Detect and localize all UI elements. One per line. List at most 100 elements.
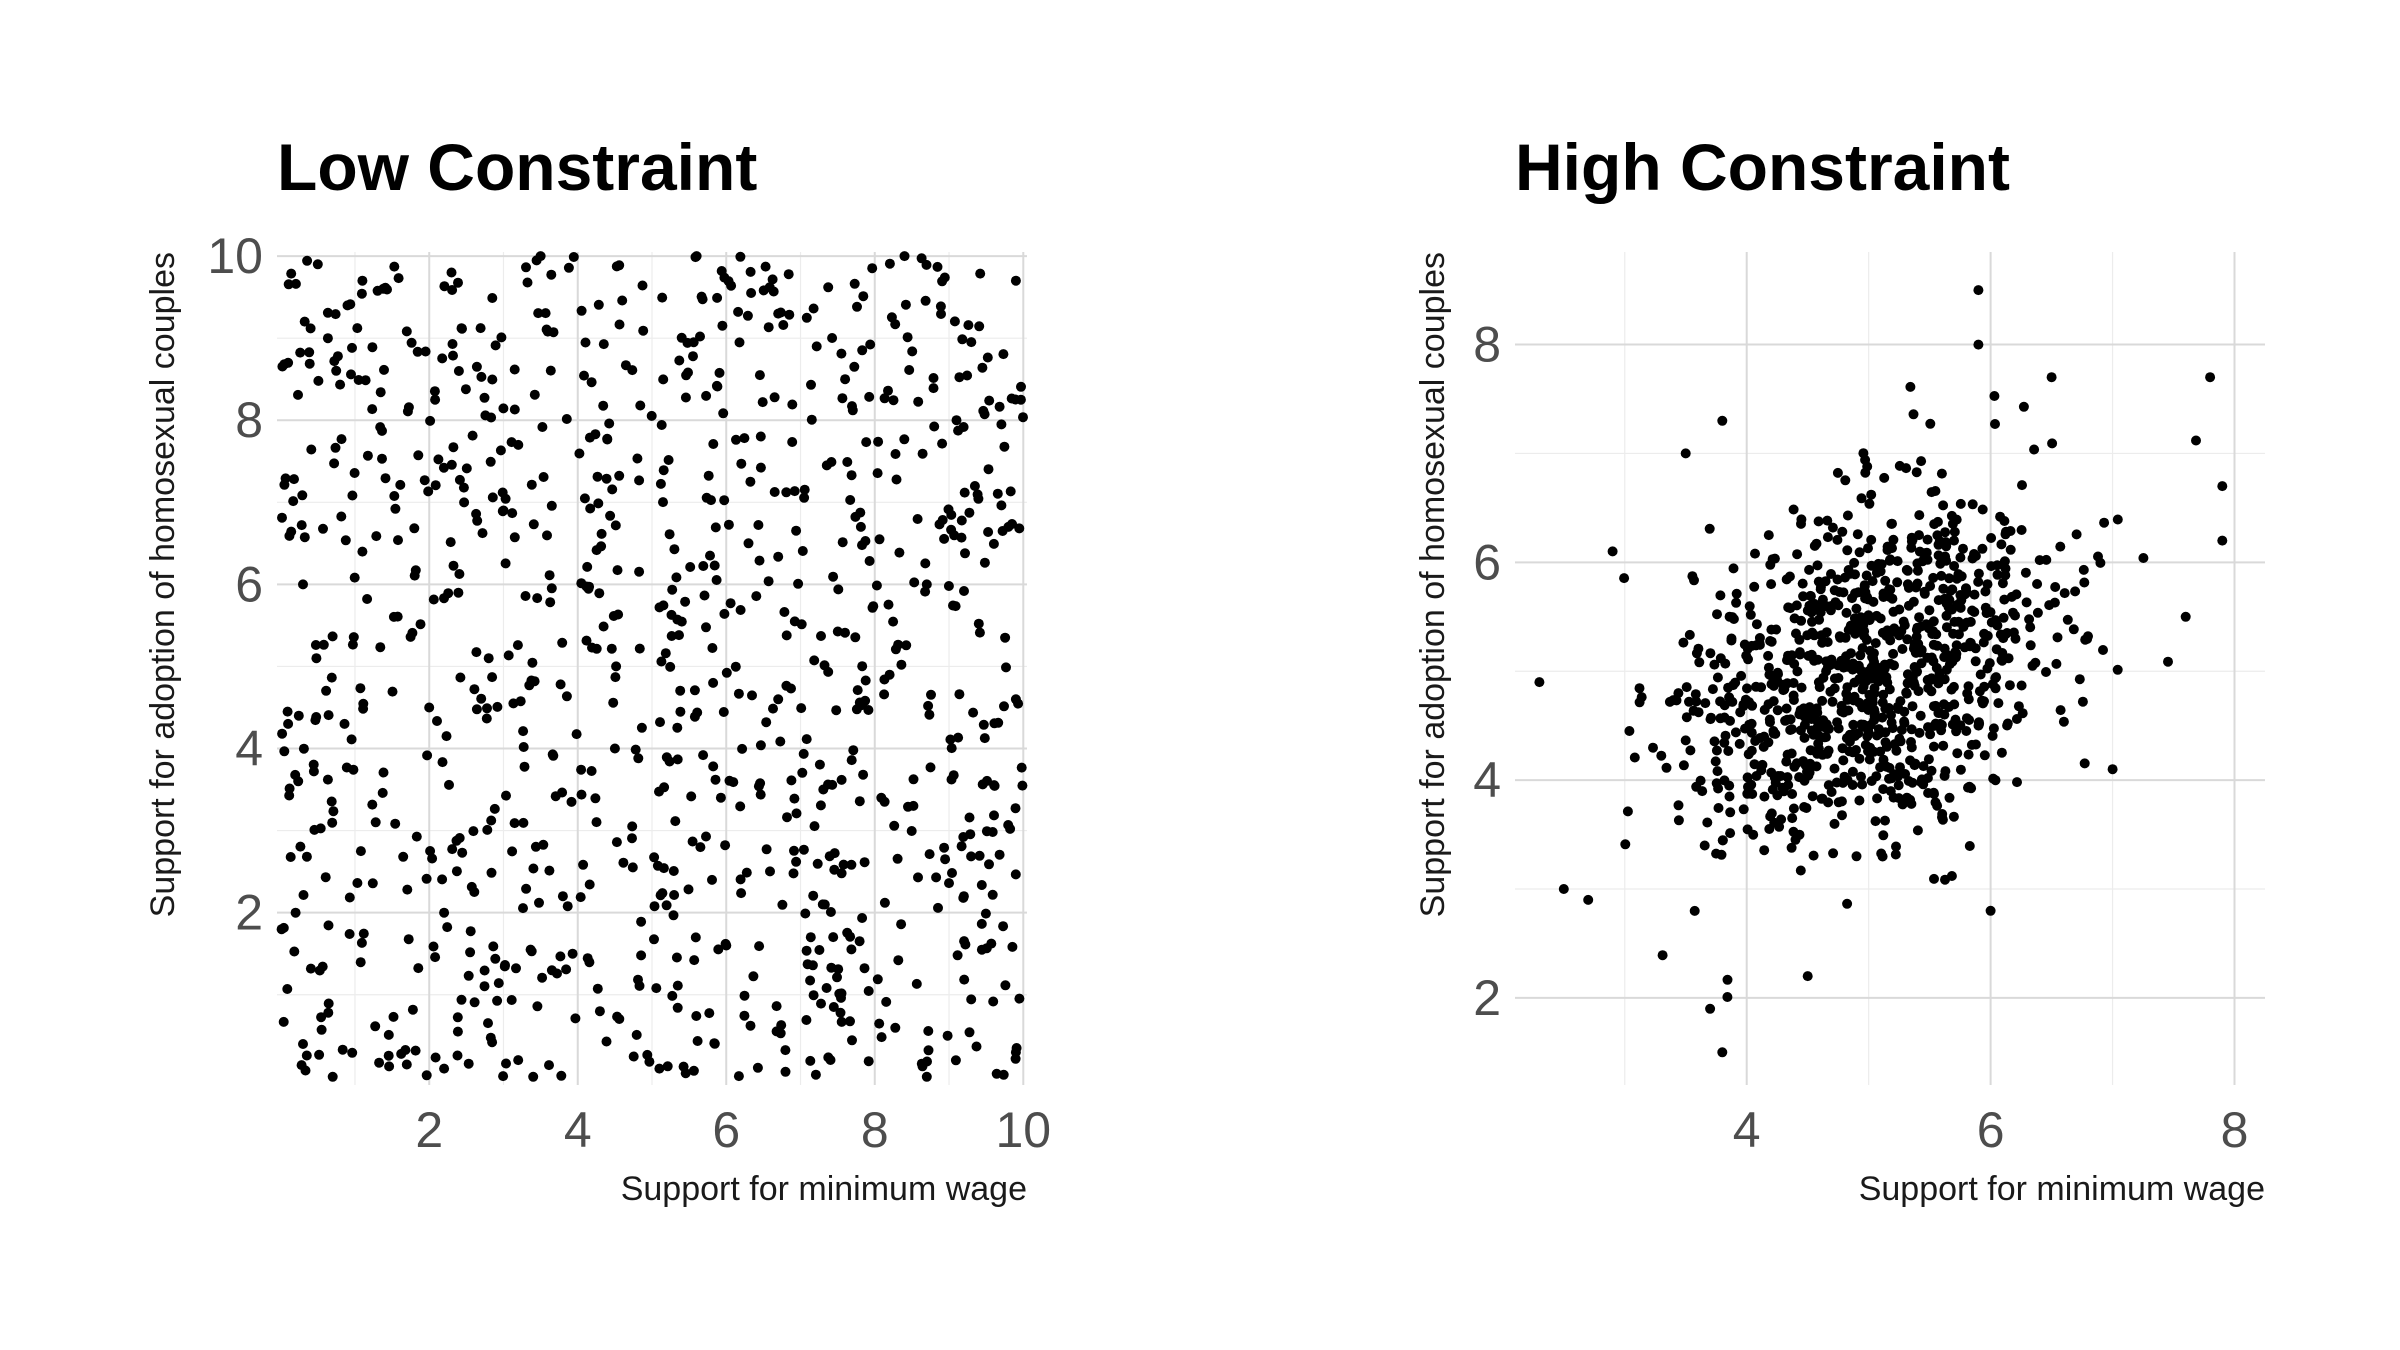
data-point [814,945,825,955]
data-point [302,255,313,266]
data-point [1899,706,1910,717]
data-point [1730,727,1741,738]
data-point [534,897,544,908]
data-point [1766,636,1777,647]
data-point [1705,648,1716,659]
data-point [452,1012,463,1023]
data-point [1997,578,2008,589]
data-point [1010,394,1021,405]
data-point [467,430,478,441]
data-point [2112,664,2123,675]
data-point [668,866,679,876]
data-point [1918,761,1929,772]
data-point [1792,549,1803,560]
data-point [520,591,531,601]
grid-low-constraint [277,252,1027,1085]
data-point [836,348,847,359]
data-point [989,780,1000,791]
data-point [735,251,746,262]
data-point [1832,574,1843,585]
data-point [690,932,701,943]
data-point [758,285,769,296]
data-point [1977,543,1988,554]
data-point [718,707,729,717]
data-point [326,672,337,683]
data-point [861,437,872,448]
data-point [607,484,618,495]
panel-low-constraint: 2 4 6 8 10 2 4 6 8 10 Low Constraint Support for… [144,130,1051,1208]
data-point [1984,658,1995,669]
panel-high-constraint: 4 6 8 2 4 6 8 High Constraint Support for min… [1414,130,2265,1208]
x-tick-label: 8 [2221,1102,2249,1158]
data-point [1791,600,1802,611]
data-point [630,744,641,755]
data-point [409,523,420,534]
data-point [801,945,812,956]
data-point [808,990,819,1001]
data-point [904,365,915,375]
data-point [2068,624,2079,635]
data-point [890,1022,901,1033]
data-point [378,767,389,778]
data-point [745,266,756,277]
data-point [410,1045,421,1056]
data-point [1766,808,1777,819]
data-point [634,980,645,991]
data-point [439,281,450,292]
data-point [488,941,499,952]
data-point [745,476,756,487]
data-point [546,965,557,976]
data-point [2112,514,2123,525]
data-point [951,415,962,426]
data-point [2005,544,2016,555]
data-point [1864,754,1875,765]
data-point [816,631,826,641]
data-point [879,897,890,908]
data-point [634,475,645,486]
data-point [672,980,683,991]
data-point [1817,749,1828,760]
data-point [298,890,309,900]
data-point [952,950,963,961]
data-point [367,404,378,415]
data-point [446,459,457,470]
data-point [636,916,647,927]
data-point [1014,993,1025,1004]
data-point [828,1002,839,1012]
data-point [1786,724,1797,735]
data-point [917,448,928,459]
data-point [1746,718,1757,729]
data-point [978,719,989,730]
data-point [1794,772,1805,783]
data-point [480,410,491,421]
data-point [937,438,948,449]
data-point [327,631,338,642]
data-point [1897,644,1908,654]
data-point [421,1070,432,1081]
data-point [921,1071,932,1082]
data-point [1016,381,1026,392]
data-point [2055,541,2066,552]
data-point [846,859,857,870]
data-point [715,792,726,803]
data-point [457,847,468,858]
data-point [546,269,557,280]
data-point [631,1029,642,1040]
data-point [447,285,458,295]
data-point [922,1056,932,1067]
data-point [669,890,680,900]
data-point [627,862,638,873]
data-point [1977,695,1987,706]
data-point [1958,543,1968,554]
data-point [390,503,401,514]
data-point [284,530,295,541]
data-point [591,545,602,556]
data-point [465,926,476,937]
data-point [1979,750,1990,761]
data-point [735,801,746,812]
data-point [299,532,310,543]
data-point [966,851,977,862]
data-point [840,374,851,385]
data-point [1875,746,1886,757]
data-point [584,879,595,890]
